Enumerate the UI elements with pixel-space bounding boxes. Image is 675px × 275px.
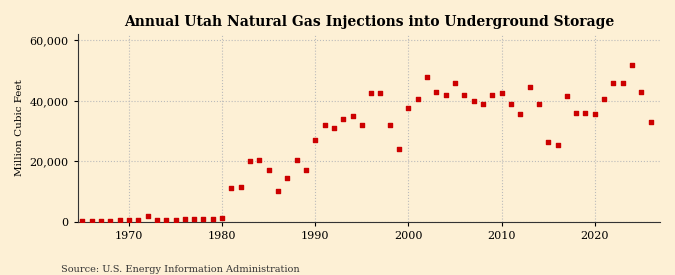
Point [124,218,134,222]
Title: Annual Utah Natural Gas Injections into Underground Storage: Annual Utah Natural Gas Injections into … [124,15,614,29]
Point [571,111,582,115]
Point [599,97,610,101]
Point [375,91,386,95]
Point [422,75,433,79]
Point [291,158,302,162]
Point [236,185,246,189]
Y-axis label: Million Cubic Feet: Million Cubic Feet [15,80,24,176]
Point [450,81,460,85]
Point [636,90,647,94]
Point [394,147,404,151]
Point [543,139,554,144]
Point [524,85,535,89]
Point [217,216,227,220]
Point [533,102,544,106]
Point [161,218,171,222]
Point [552,142,563,147]
Point [589,112,600,117]
Point [562,94,572,98]
Point [329,126,340,130]
Point [114,218,125,222]
Point [478,102,489,106]
Point [282,176,293,180]
Point [496,91,507,95]
Point [189,217,200,221]
Point [263,168,274,172]
Point [412,97,423,101]
Point [226,186,237,191]
Point [151,218,162,222]
Point [105,218,115,223]
Point [431,90,442,94]
Point [86,219,97,223]
Point [487,93,497,97]
Point [198,217,209,221]
Point [347,114,358,118]
Point [310,138,321,142]
Point [273,189,284,194]
Point [468,99,479,103]
Point [626,62,637,67]
Point [133,218,144,222]
Point [366,91,377,95]
Point [207,217,218,221]
Text: Source: U.S. Energy Information Administration: Source: U.S. Energy Information Administ… [61,265,300,274]
Point [506,102,516,106]
Point [96,219,107,223]
Point [170,218,181,222]
Point [645,120,656,124]
Point [459,93,470,97]
Point [180,217,190,221]
Point [338,117,348,121]
Point [254,158,265,162]
Point [319,123,330,127]
Point [515,112,526,117]
Point [356,123,367,127]
Point [608,81,619,85]
Point [580,111,591,115]
Point [300,168,311,172]
Point [440,93,451,97]
Point [244,159,255,163]
Point [403,106,414,111]
Point [618,81,628,85]
Point [77,219,88,223]
Point [385,123,396,127]
Point [142,214,153,218]
